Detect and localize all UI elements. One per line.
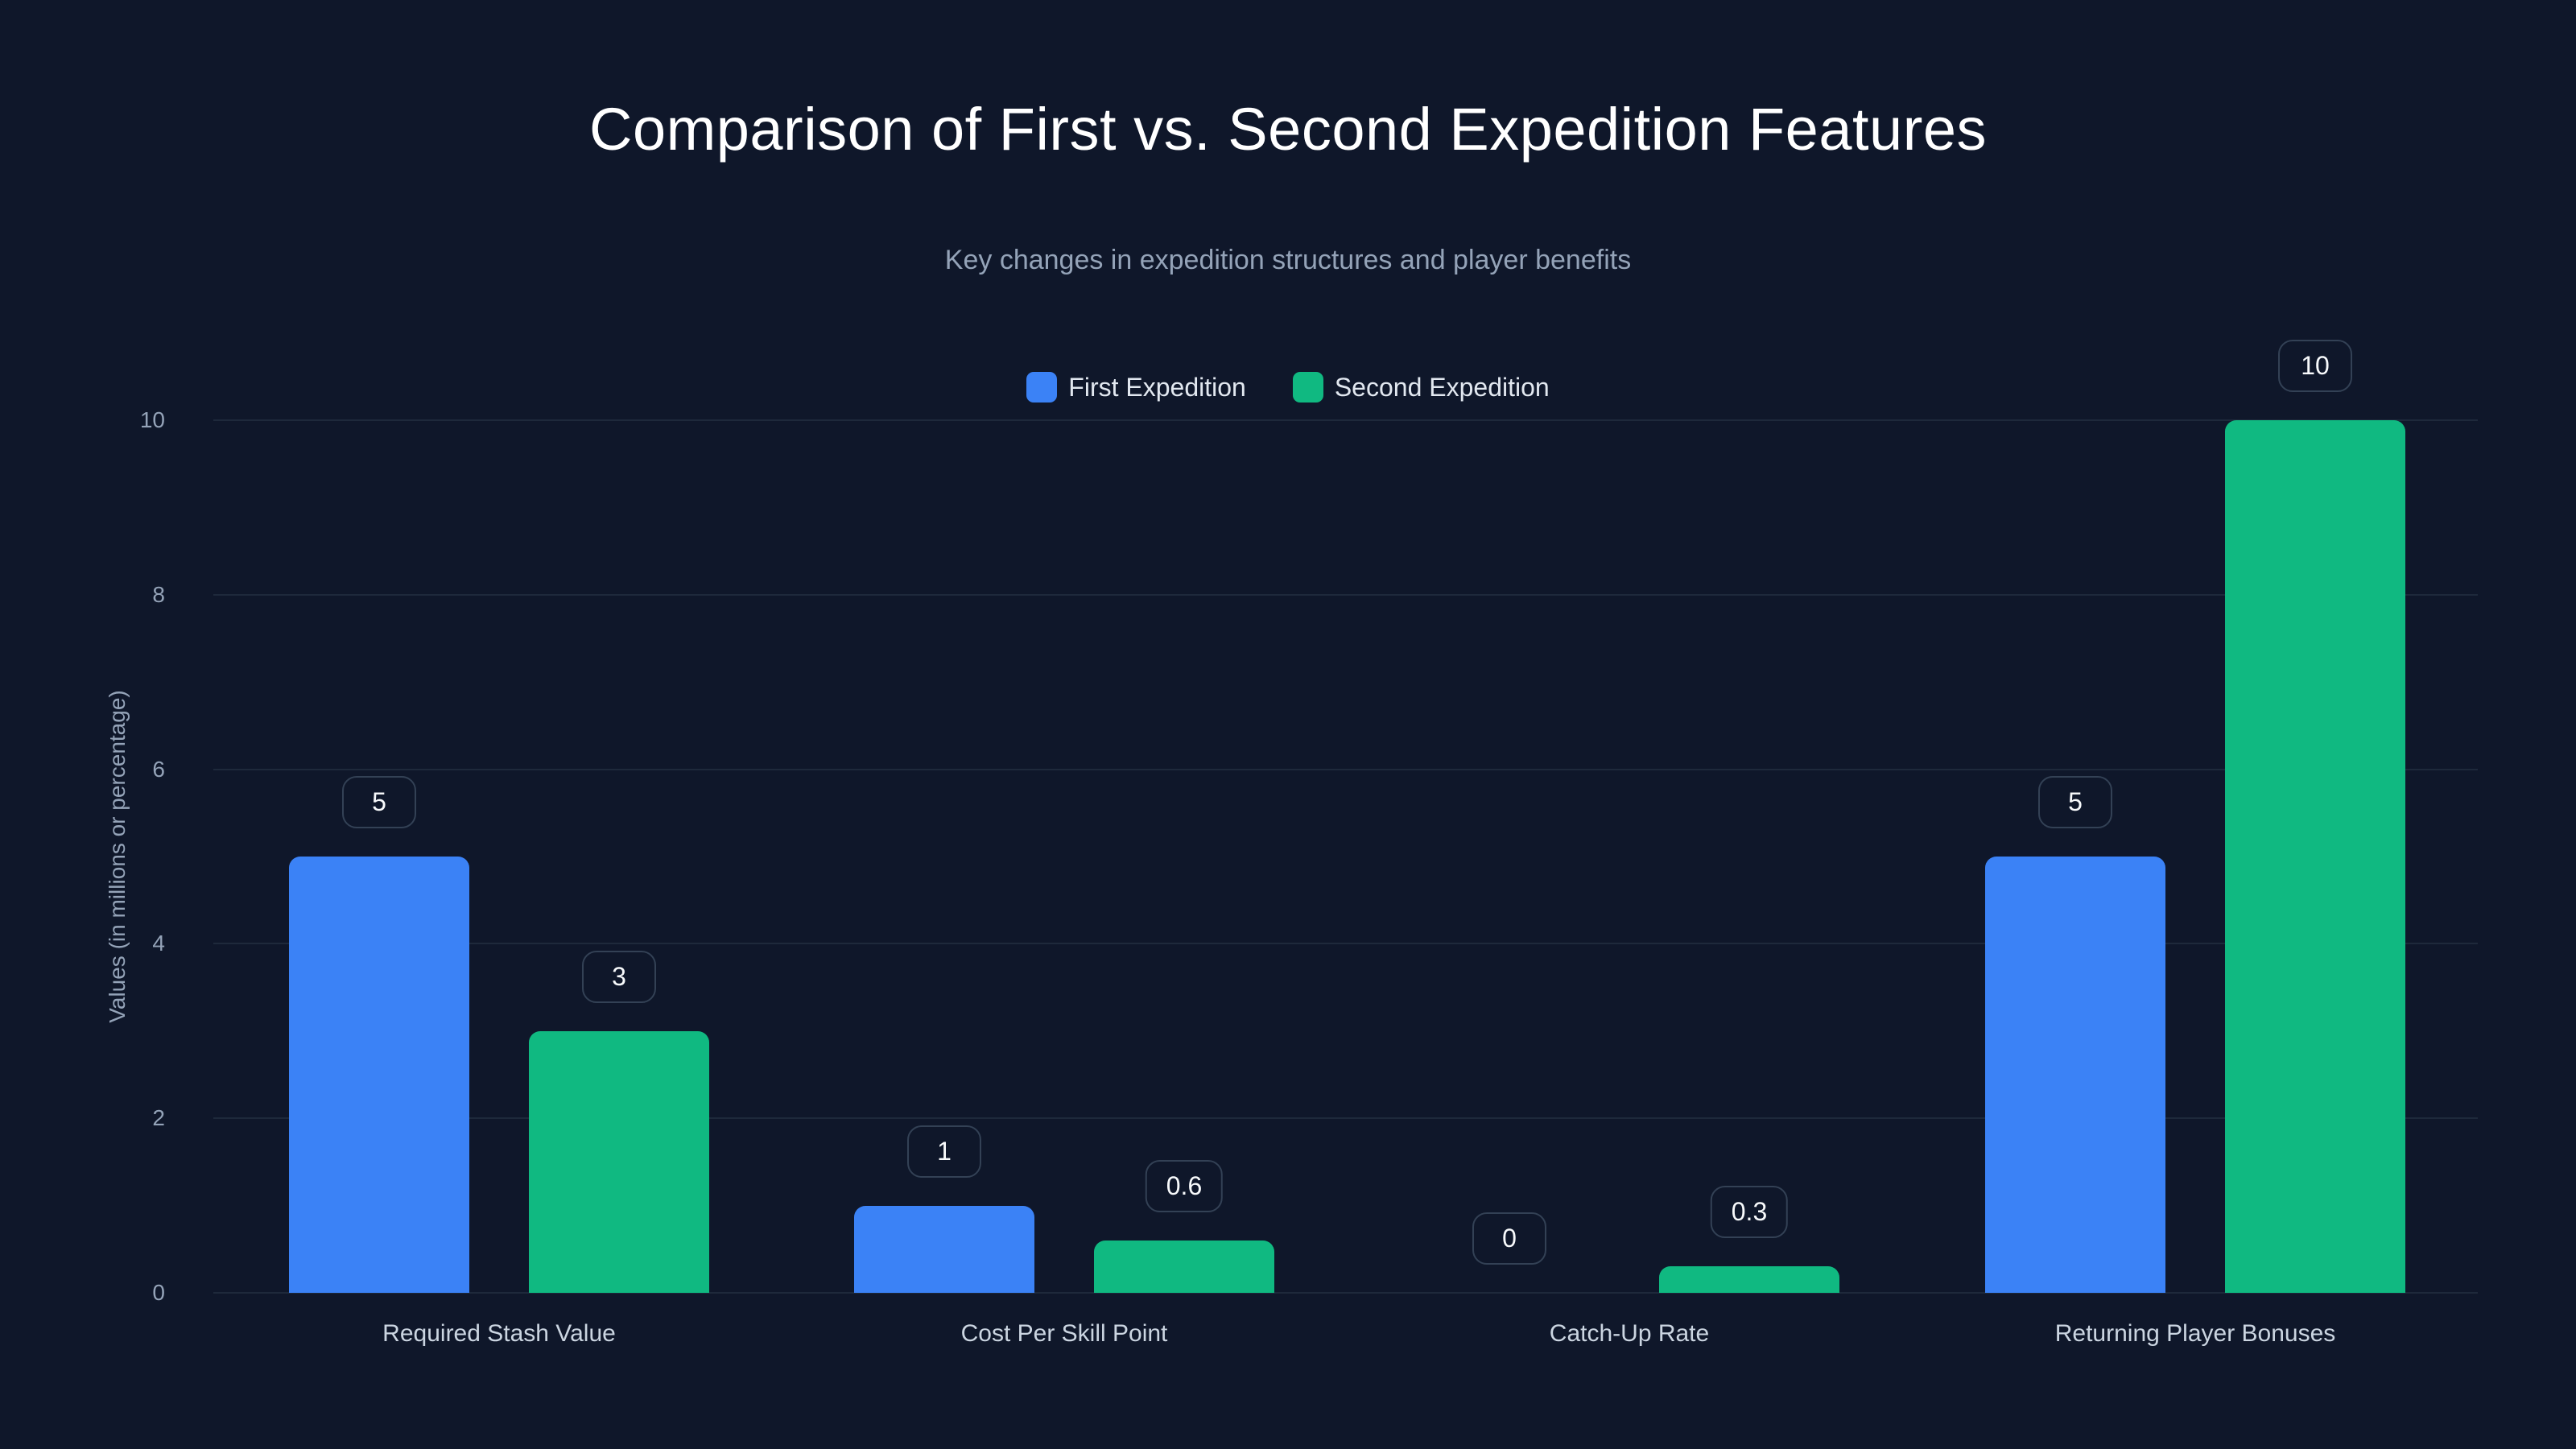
- y-tick-label: 0: [152, 1280, 165, 1305]
- x-tick-label: Cost Per Skill Point: [960, 1320, 1168, 1347]
- x-tick-label: Required Stash Value: [382, 1320, 616, 1347]
- y-tick-label: 6: [152, 756, 165, 782]
- data-label: 0.6: [1145, 1159, 1224, 1212]
- gridline: [213, 419, 2478, 421]
- legend-swatch-green-icon: [1292, 372, 1323, 402]
- bar-first-expedition[interactable]: [289, 857, 469, 1293]
- legend-swatch-blue-icon: [1026, 372, 1058, 402]
- chart-title: Comparison of First vs. Second Expeditio…: [589, 96, 1987, 163]
- legend-label: First Expedition: [1068, 372, 1246, 402]
- data-label: 5: [2038, 776, 2112, 828]
- data-label: 0.3: [1710, 1186, 1789, 1239]
- y-axis-label: Values (in millions or percentage): [105, 690, 130, 1023]
- gridline: [213, 593, 2478, 596]
- y-tick-label: 4: [152, 931, 165, 956]
- bar-second-expedition[interactable]: [529, 1030, 709, 1293]
- legend-label: Second Expedition: [1334, 372, 1550, 402]
- bar-second-expedition[interactable]: [1659, 1266, 1839, 1293]
- plot-area: 0 2 4 6 8 10 5 3 1 0.6 0 0.3 5 10: [140, 340, 2478, 1305]
- bar-first-expedition[interactable]: [854, 1205, 1034, 1293]
- data-label: 10: [2278, 340, 2352, 392]
- bar-first-expedition[interactable]: [1985, 857, 2165, 1293]
- data-label: 3: [582, 950, 656, 1003]
- chart-subtitle: Key changes in expedition structures and…: [944, 245, 1632, 275]
- gridline: [213, 943, 2478, 945]
- gridline: [213, 1117, 2478, 1120]
- legend-item-second-expedition[interactable]: Second Expedition: [1292, 372, 1550, 402]
- gridline: [213, 768, 2478, 770]
- data-label: 5: [342, 776, 416, 828]
- legend: First Expedition Second Expedition: [0, 372, 2576, 402]
- legend-item-first-expedition[interactable]: First Expedition: [1026, 372, 1246, 402]
- bar-second-expedition[interactable]: [2225, 420, 2405, 1293]
- bar-second-expedition[interactable]: [1094, 1240, 1274, 1293]
- gridline: [213, 1292, 2478, 1294]
- y-tick-label: 8: [152, 581, 165, 607]
- data-label: 1: [907, 1125, 981, 1178]
- data-label: 0: [1472, 1212, 1546, 1265]
- x-tick-label: Catch-Up Rate: [1549, 1320, 1710, 1347]
- x-tick-label: Returning Player Bonuses: [2054, 1320, 2336, 1347]
- y-tick-label: 2: [152, 1105, 165, 1131]
- y-tick-label: 10: [139, 407, 165, 432]
